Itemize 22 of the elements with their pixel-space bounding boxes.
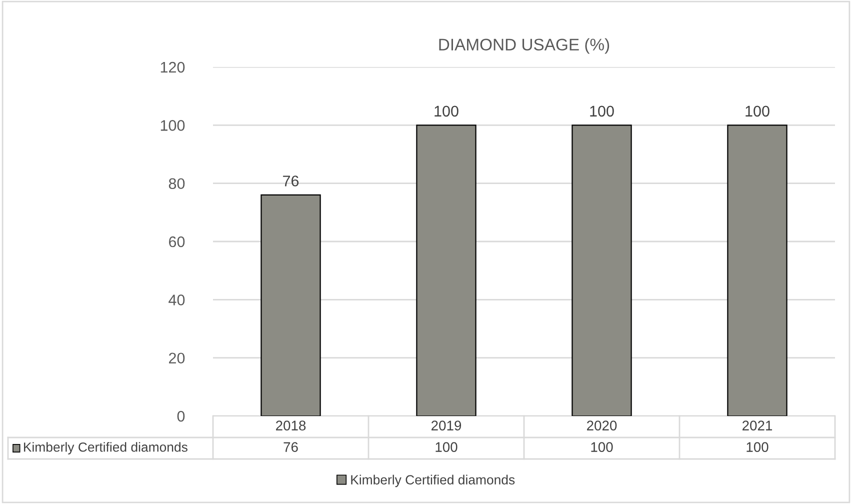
x-tick-label: 2021 — [742, 420, 772, 430]
legend-label: Kimberly Certified diamonds — [351, 474, 515, 488]
text: Kimberly Certified diamonds — [24, 442, 188, 454]
annotation: 100 — [434, 106, 458, 117]
y-tick-label: 80 — [168, 178, 185, 190]
y-tick-label: 60 — [169, 236, 185, 248]
y-tick-label: 0 — [177, 410, 185, 422]
data-label: 76 — [284, 442, 298, 452]
data-label: 100 — [436, 442, 458, 452]
y-tick-label: 120 — [160, 62, 185, 73]
y-tick-label: 20 — [169, 352, 185, 364]
data-label: 100 — [591, 442, 613, 452]
x-tick-label: 2018 — [276, 420, 306, 430]
annotation: 76 — [283, 176, 299, 186]
annotation: 100 — [746, 106, 770, 117]
annotation: 100 — [590, 106, 614, 117]
y-tick-label: 40 — [168, 294, 185, 306]
y-tick-label: 100 — [160, 120, 185, 131]
x-tick-label: 2020 — [587, 420, 617, 430]
chart-title: DIAMOND USAGE (%) — [439, 38, 610, 54]
data-label: 100 — [746, 442, 768, 452]
x-tick-label: 2019 — [432, 420, 462, 430]
